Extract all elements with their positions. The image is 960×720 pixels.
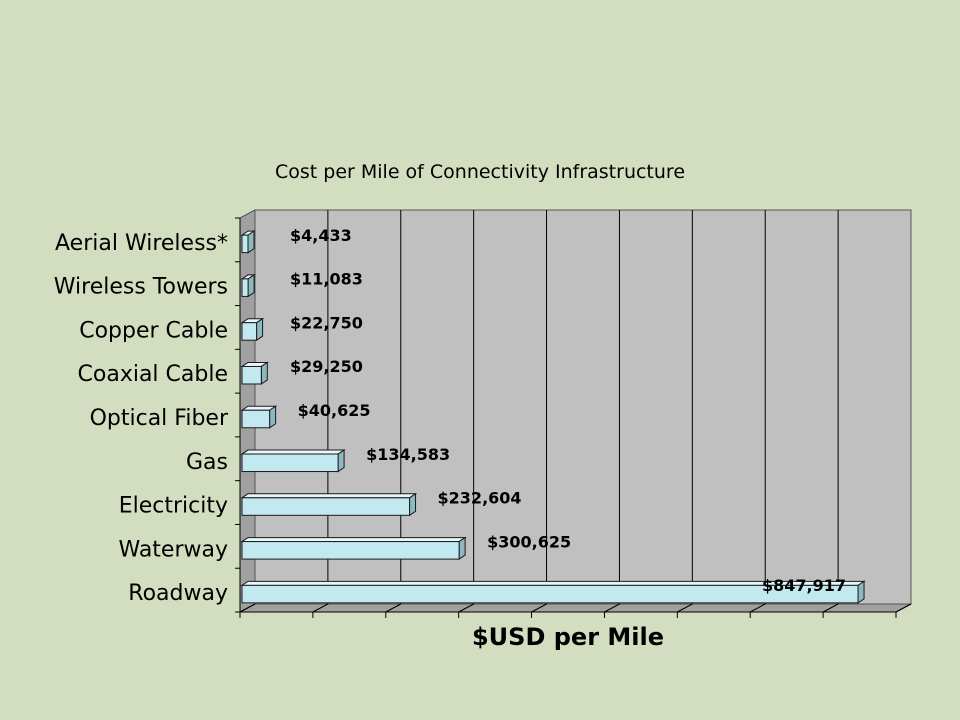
floor-gridline (822, 603, 839, 613)
bar-top-face (240, 537, 467, 543)
plot-floor (239, 603, 912, 613)
data-label: $22,750 (290, 313, 363, 332)
bar (241, 541, 460, 560)
bar-side-face (337, 449, 345, 473)
data-label: $4,433 (290, 226, 352, 245)
bar (241, 234, 249, 254)
bar (241, 365, 262, 385)
category-label: Electricity (119, 494, 228, 519)
bar (241, 278, 249, 297)
floor-gridline (604, 603, 620, 613)
data-label: $29,250 (290, 357, 363, 376)
category-label: Optical Fiber (90, 406, 229, 431)
floor-gridline (458, 603, 474, 613)
bar (241, 409, 271, 429)
x-axis-title: $USD per Mile (472, 623, 664, 651)
floor-gridline (677, 603, 693, 613)
data-label: $300,625 (487, 532, 571, 551)
bar-top-face (240, 449, 346, 455)
floor-gridline (385, 603, 402, 613)
floor-gridline (312, 603, 329, 613)
bar-side-face (256, 317, 264, 342)
bar (241, 453, 339, 473)
category-label: Aerial Wireless* (55, 231, 228, 256)
floor-gridline (749, 603, 766, 613)
floor-gridline (239, 603, 256, 613)
category-label: Gas (186, 450, 228, 475)
data-label: $11,083 (290, 270, 363, 289)
category-label: Wireless Towers (54, 275, 228, 300)
plot-area: Aerial Wireless* $4,433 Wireless Towers $11… (54, 209, 912, 618)
bar (241, 584, 859, 604)
bar-side-face (247, 273, 255, 298)
category-label: Copper Cable (79, 318, 228, 343)
bar-side-face (260, 361, 268, 385)
bar (241, 322, 258, 341)
bar-side-face (458, 536, 466, 561)
bar-side-face (857, 580, 865, 604)
floor-gridline (895, 603, 912, 613)
category-label: Roadway (128, 581, 228, 606)
bar-side-face (269, 405, 277, 429)
category-label: Coaxial Cable (78, 362, 228, 387)
bar-side-face (409, 492, 417, 517)
data-label: $847,917 (762, 576, 846, 595)
data-label: $40,625 (298, 401, 371, 420)
bar (241, 497, 411, 516)
floor-gridline (531, 603, 547, 613)
data-label: $232,604 (438, 489, 522, 508)
category-label: Waterway (118, 537, 228, 562)
bar-top-face (240, 493, 418, 499)
bar-side-face (247, 230, 255, 254)
data-label: $134,583 (366, 445, 450, 464)
chart-title: Cost per Mile of Connectivity Infrastruc… (275, 161, 685, 183)
